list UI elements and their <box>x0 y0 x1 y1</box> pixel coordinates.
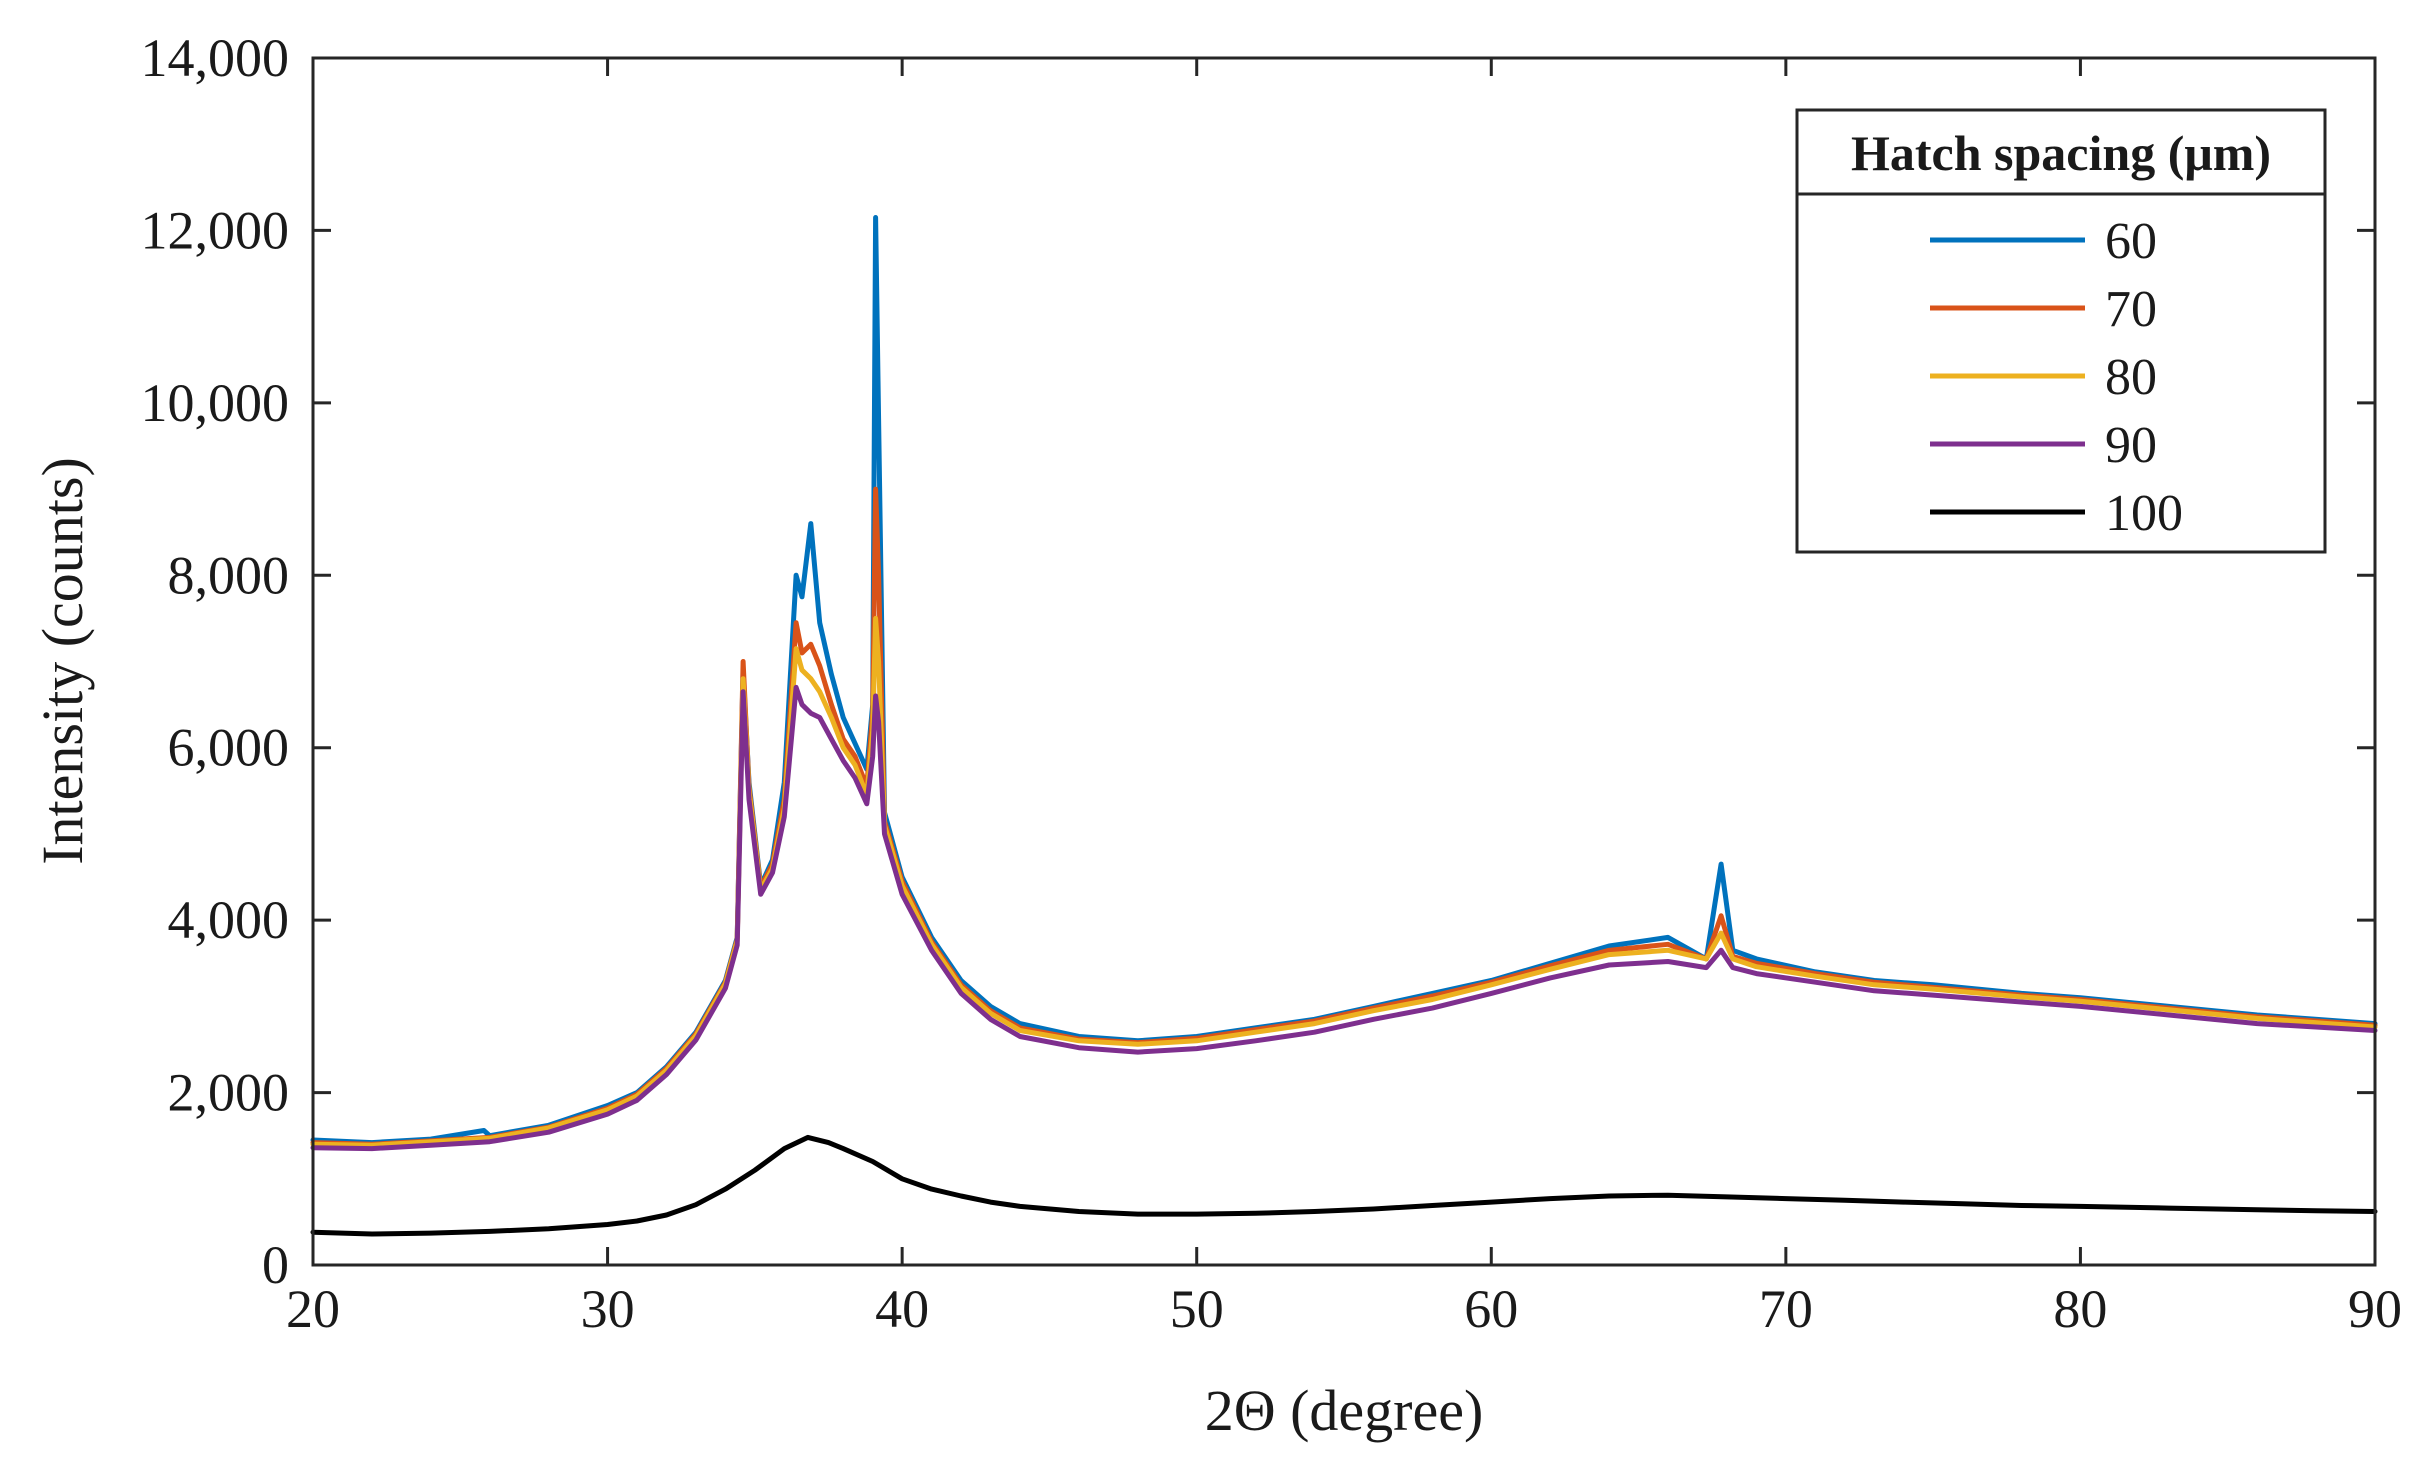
axis-ticks: 20 30 40 50 60 70 80 90 0 2,000 4,000 6,000 8,000 10,… <box>141 28 2403 1339</box>
plot-area-frame <box>311 56 2377 1267</box>
y-tick-label: 6,000 <box>168 718 290 778</box>
y-tick-label: 8,000 <box>168 545 290 605</box>
legend-box <box>1795 108 2327 554</box>
series-line-70 <box>310 486 2378 1147</box>
legend-label-90: 90 <box>2105 417 2157 474</box>
series-line-80 <box>310 615 2378 1148</box>
y-tick-label: 10,000 <box>141 373 290 433</box>
x-tick-label: 90 <box>2348 1279 2402 1339</box>
legend-entries: 60 70 80 90 100 <box>1930 213 2183 542</box>
series-line-100 <box>310 1134 2378 1237</box>
x-tick-label: 30 <box>581 1279 635 1339</box>
series-line-90 <box>310 684 2378 1152</box>
legend-label-60: 60 <box>2105 213 2157 270</box>
x-tick-label: 80 <box>2053 1279 2107 1339</box>
y-tick-label: 0 <box>262 1235 289 1295</box>
legend: Hatch spacing (μm) 60 70 80 90 100 <box>1795 108 2327 554</box>
legend-label-80: 80 <box>2105 349 2157 406</box>
x-tick-label: 40 <box>875 1279 929 1339</box>
y-tick-label: 14,000 <box>141 28 290 88</box>
y-axis-title: Intensity (counts) <box>30 457 95 865</box>
series-layer <box>310 215 2378 1237</box>
y-tick-label: 2,000 <box>168 1063 290 1123</box>
x-axis-title: 2Θ (degree) <box>1205 1378 1484 1443</box>
legend-label-70: 70 <box>2105 281 2157 338</box>
legend-title: Hatch spacing (μm) <box>1851 125 2271 181</box>
x-tick-label: 50 <box>1170 1279 1224 1339</box>
legend-label-100: 100 <box>2105 485 2183 542</box>
x-tick-label: 60 <box>1464 1279 1518 1339</box>
y-tick-label: 12,000 <box>141 200 290 260</box>
x-tick-label: 20 <box>286 1279 340 1339</box>
y-tick-label: 4,000 <box>168 890 290 950</box>
x-tick-label: 70 <box>1759 1279 1813 1339</box>
